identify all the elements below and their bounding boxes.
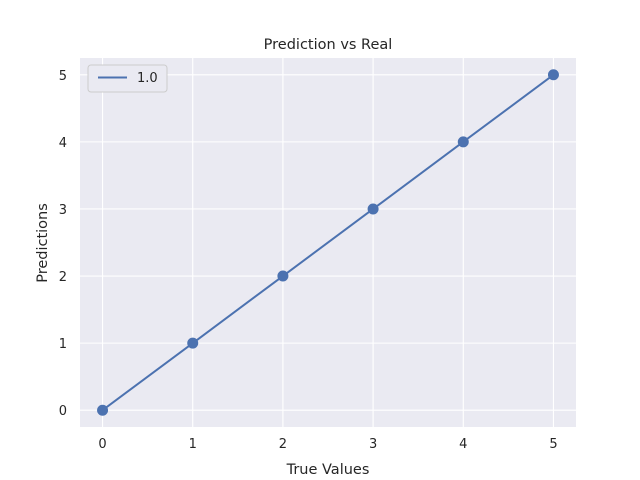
y-tick-label: 4 — [59, 136, 67, 151]
y-tick-label: 0 — [59, 404, 67, 419]
data-point — [277, 270, 289, 282]
y-tick-label: 5 — [59, 69, 67, 84]
y-axis-label: Predictions — [35, 203, 51, 283]
data-point — [457, 136, 469, 148]
data-point — [547, 69, 559, 81]
series-layer — [97, 69, 559, 416]
x-tick-label: 4 — [459, 437, 467, 452]
legend: 1.0 — [87, 64, 168, 93]
y-ticks: 0 1 2 3 4 5 — [59, 69, 67, 419]
data-point — [367, 203, 379, 215]
x-ticks: 0 1 2 3 4 5 — [98, 437, 557, 452]
y-tick-label: 2 — [59, 270, 67, 285]
x-tick-label: 3 — [369, 437, 377, 452]
data-point — [97, 404, 109, 416]
x-axis-label: True Values — [286, 462, 370, 478]
legend-label: 1.0 — [137, 71, 158, 86]
x-tick-label: 2 — [279, 437, 287, 452]
y-tick-label: 1 — [59, 337, 67, 352]
data-point — [187, 337, 199, 349]
series-line — [101, 73, 555, 412]
legend-frame — [87, 64, 168, 93]
x-tick-label: 5 — [549, 437, 557, 452]
chart-title: Prediction vs Real — [264, 37, 393, 53]
grid — [80, 58, 576, 427]
y-tick-label: 3 — [59, 203, 67, 218]
x-tick-label: 1 — [189, 437, 197, 452]
x-tick-label: 0 — [98, 437, 106, 452]
